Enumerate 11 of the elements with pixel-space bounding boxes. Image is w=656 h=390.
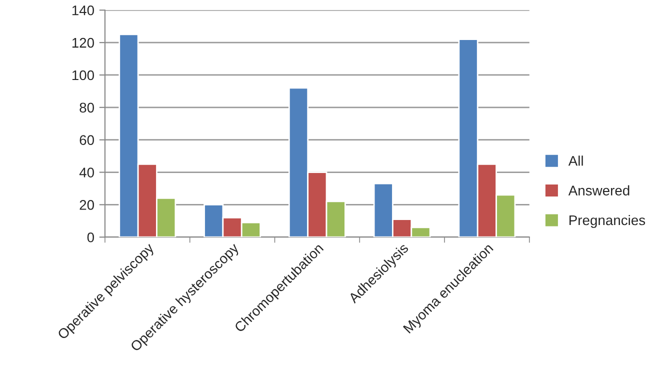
y-tick-label: 80 (80, 102, 94, 113)
y-tick-label: 60 (80, 135, 94, 146)
legend-label: All (568, 156, 583, 166)
y-tick-label: 100 (72, 70, 94, 80)
y-tick-label: 120 (72, 38, 94, 48)
legend-label: Answered (568, 185, 630, 196)
y-tick-label: 40 (79, 168, 94, 178)
legend-label: Pregnancies (570, 214, 646, 228)
y-tick-label: 140 (72, 5, 94, 16)
y-tick-label: 0 (87, 232, 94, 242)
y-tick-label: 20 (80, 200, 94, 210)
